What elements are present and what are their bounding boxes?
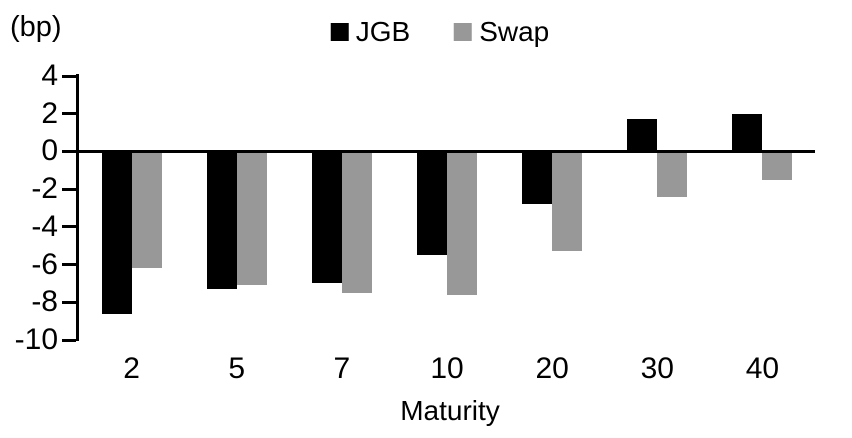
x-axis-title: Maturity (400, 395, 500, 426)
y-tick-mark (62, 300, 76, 304)
y-tick-label: 2 (41, 96, 58, 130)
legend-swatch-icon (454, 23, 473, 41)
y-tick-mark (62, 149, 76, 153)
y-tick-label: 0 (41, 134, 58, 168)
y-tick-mark (62, 187, 76, 191)
jgb-bar (206, 151, 237, 290)
y-tick-mark (62, 263, 76, 267)
plot-area (79, 76, 815, 340)
swap-bar (447, 151, 477, 295)
jgb-bar (522, 151, 553, 205)
y-tick-mark (62, 338, 76, 342)
swap-bar (762, 151, 793, 180)
jgb-bar (311, 151, 342, 284)
zero-baseline (79, 149, 815, 153)
jgb-bar (417, 151, 447, 256)
x-category-label: 40 (745, 352, 780, 385)
y-tick-label: -6 (31, 247, 58, 281)
y-tick-label: -2 (31, 172, 58, 206)
y-tick-label: -10 (14, 323, 58, 356)
y-tick-mark (62, 74, 76, 78)
swap-bar (131, 151, 162, 269)
legend-label: JGB (355, 16, 411, 47)
y-tick-mark (62, 225, 76, 229)
y-tick-label: 4 (41, 59, 58, 92)
swap-bar (341, 151, 372, 293)
swap-bar (657, 151, 688, 197)
swap-bar (552, 151, 583, 252)
legend-entry-jgb: JGB (330, 16, 411, 47)
x-category-label: 20 (535, 352, 569, 385)
x-category-label: 5 (228, 352, 246, 385)
y-tick-label: -8 (31, 285, 58, 319)
legend-label: Swap (479, 16, 550, 47)
x-category-label: 2 (123, 352, 140, 385)
x-category-label: 30 (640, 352, 674, 385)
y-tick-mark (62, 112, 76, 116)
legend-swatch-icon (330, 23, 349, 41)
legend-entry-swap: Swap (454, 18, 549, 46)
y-tick-label: -4 (31, 209, 58, 243)
jgb-bar (732, 113, 763, 152)
y-axis-unit-label: (bp) (10, 11, 62, 43)
swap-bar (236, 151, 267, 286)
x-category-label: 10 (430, 352, 464, 385)
jgb-bar (101, 151, 132, 314)
jgb-bar (627, 119, 658, 152)
chart-legend: JGB Swap (330, 16, 549, 47)
x-category-label: 7 (333, 352, 351, 385)
y-axis-line (76, 74, 79, 341)
